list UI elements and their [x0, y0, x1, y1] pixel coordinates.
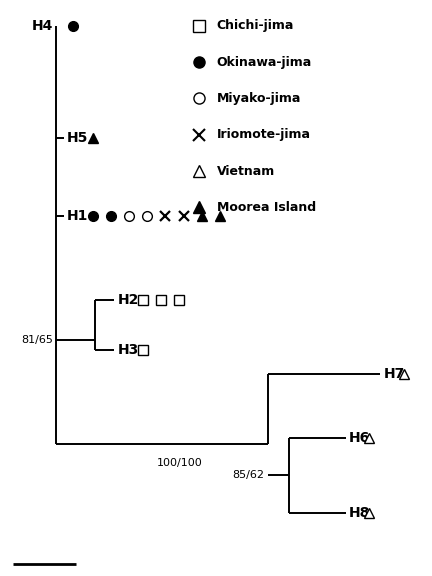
Text: 81/65: 81/65: [21, 335, 53, 345]
Text: Moorea Island: Moorea Island: [217, 201, 316, 214]
Text: Miyako-jima: Miyako-jima: [217, 92, 301, 105]
Text: Iriomote-jima: Iriomote-jima: [217, 128, 311, 141]
Text: H8: H8: [349, 506, 370, 520]
Text: H4: H4: [32, 19, 53, 33]
Text: Okinawa-jima: Okinawa-jima: [217, 56, 312, 69]
Text: Vietnam: Vietnam: [217, 165, 275, 177]
Text: H1: H1: [67, 209, 88, 223]
Text: 85/62: 85/62: [232, 470, 264, 480]
Text: Chichi-jima: Chichi-jima: [217, 20, 294, 32]
Text: H3: H3: [118, 343, 139, 357]
Text: H2: H2: [118, 293, 139, 306]
Text: H5: H5: [67, 131, 88, 145]
Text: H6: H6: [349, 431, 370, 445]
Text: H7: H7: [384, 367, 405, 381]
Text: 100/100: 100/100: [156, 458, 202, 468]
